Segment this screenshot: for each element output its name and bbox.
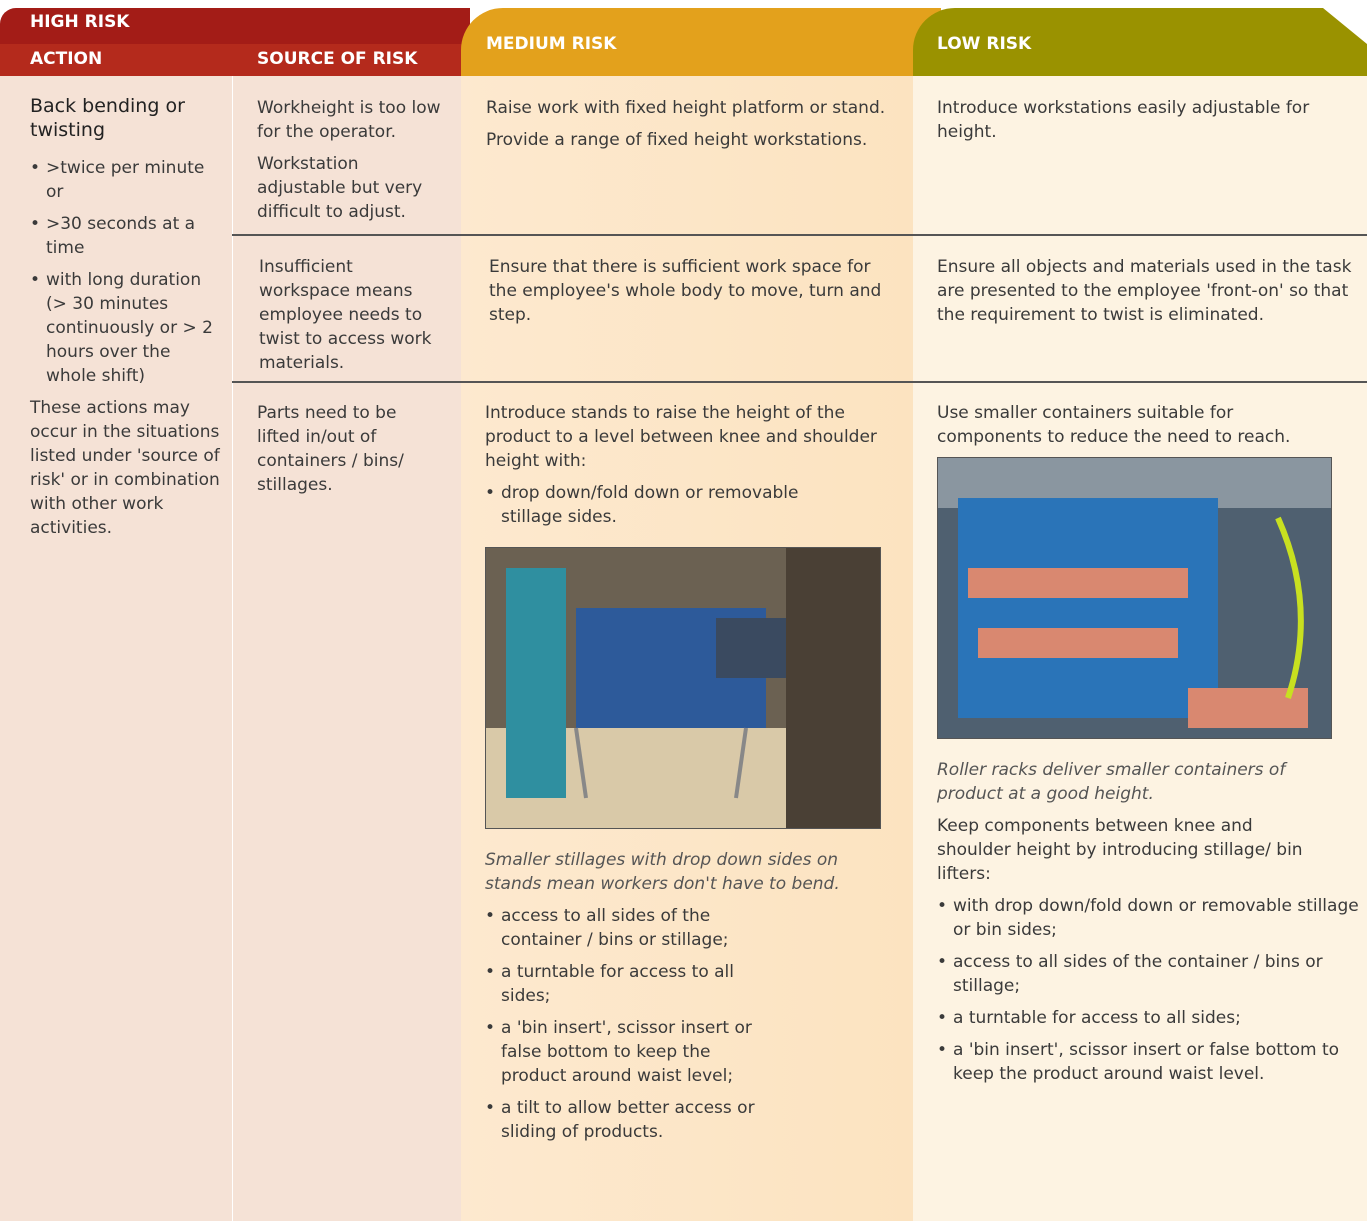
text: Parts need to be lifted in/out of contai… <box>257 403 404 495</box>
text: Keep components between knee and shoulde… <box>937 816 1303 884</box>
divider <box>232 76 233 1221</box>
bullet: access to all sides of the container / b… <box>485 904 765 952</box>
action-bg <box>0 76 232 1221</box>
text: Raise work with fixed height platform or… <box>486 98 886 118</box>
source-cell: Workheight is too low for the operator. … <box>257 96 449 232</box>
text: Introduce workstations easily adjustable… <box>937 98 1310 142</box>
bullet: a tilt to allow better access or sliding… <box>485 1096 765 1144</box>
note: These actions may occur in the situation… <box>30 398 220 538</box>
low-cell: Use smaller containers suitable for comp… <box>937 401 1362 1094</box>
bullet: access to all sides of the container / b… <box>937 950 1362 998</box>
high-risk-subheader <box>0 44 470 76</box>
text: Provide a range of fixed height workstat… <box>486 130 868 150</box>
medium-cell: Raise work with fixed height platform or… <box>486 96 906 160</box>
bullet: a 'bin insert', scissor insert or false … <box>485 1016 765 1088</box>
photo <box>937 457 1332 739</box>
row-rule <box>232 234 1367 236</box>
medium-risk-header <box>461 8 941 76</box>
source-bg <box>233 76 461 1221</box>
photo <box>485 547 881 829</box>
header: MEDIUM RISK <box>486 34 617 54</box>
bullet: a 'bin insert', scissor insert or false … <box>937 1038 1362 1086</box>
low-cell: Introduce workstations easily adjustable… <box>937 96 1337 152</box>
source-cell: Insufficient workspace means employee ne… <box>259 255 439 383</box>
header: ACTION <box>30 49 103 69</box>
header: HIGH RISK <box>30 12 130 32</box>
text: Use smaller containers suitable for comp… <box>937 403 1291 447</box>
header: SOURCE OF RISK <box>257 49 418 69</box>
medium-cell: Introduce stands to raise the height of … <box>485 401 885 1152</box>
bullet: a turntable for access to all sides; <box>937 1006 1362 1030</box>
text: Insufficient workspace means employee ne… <box>259 257 432 373</box>
row-rule <box>232 381 1367 383</box>
text: Ensure all objects and materials used in… <box>937 257 1352 325</box>
bullet: with drop down/fold down or removable st… <box>937 894 1362 942</box>
text: Workheight is too low for the operator. <box>257 98 441 142</box>
bullet: drop down/fold down or removable stillag… <box>485 481 845 529</box>
caption: Roller racks deliver smaller containers … <box>937 760 1286 804</box>
bullet: >twice per minute or <box>30 156 226 204</box>
caption: Smaller stillages with drop down sides o… <box>485 850 840 894</box>
text: Ensure that there is sufficient work spa… <box>489 257 882 325</box>
action-title: Back bending or twisting <box>30 95 185 141</box>
bullet: with long duration (> 30 minutes continu… <box>30 268 226 388</box>
low-risk-header <box>913 8 1367 76</box>
bullet: >30 seconds at a time <box>30 212 226 260</box>
text: Introduce stands to raise the height of … <box>485 403 877 471</box>
header: LOW RISK <box>937 34 1032 54</box>
action-cell: Back bending or twisting >twice per minu… <box>30 94 226 548</box>
medium-cell: Ensure that there is sufficient work spa… <box>489 255 889 335</box>
low-cell: Ensure all objects and materials used in… <box>937 255 1357 335</box>
source-cell: Parts need to be lifted in/out of contai… <box>257 401 432 505</box>
text: Workstation adjustable but very difficul… <box>257 154 423 222</box>
bullet: a turntable for access to all sides; <box>485 960 765 1008</box>
